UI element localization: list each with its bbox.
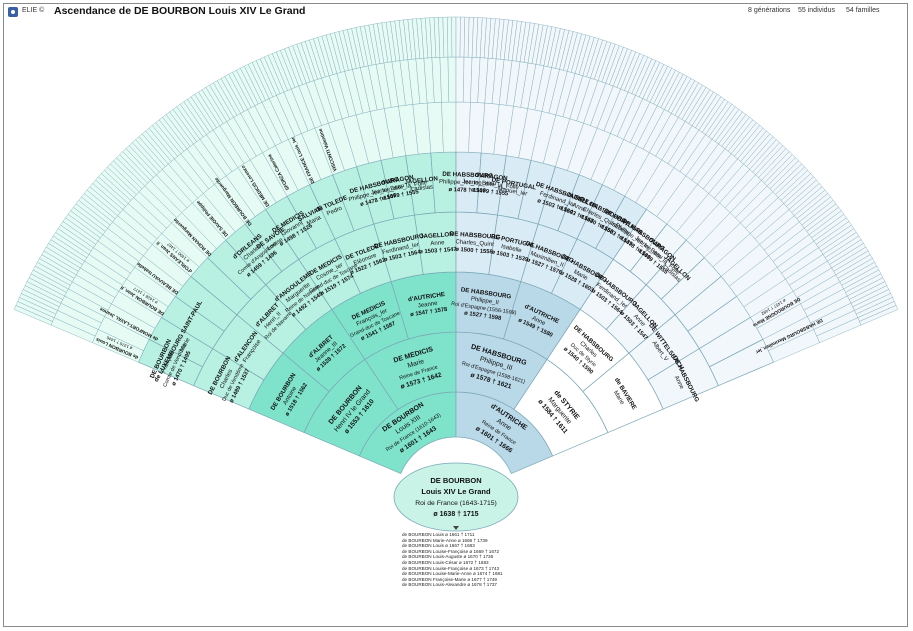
app-label: ELIE © (22, 7, 45, 14)
top-bar: ELIE © Ascendance de DE BOURBON Louis XI… (8, 5, 903, 22)
root-dates: ø 1638 † 1715 (433, 511, 478, 518)
individuals-count: 55 individus (798, 7, 835, 14)
ancestor-slot-gen7[interactable] (447, 56, 457, 103)
ancestor-slot-gen8[interactable] (859, 305, 899, 326)
ancestor-given: Philippe_Ier_le_Beau (439, 179, 496, 187)
ancestor-name: DE HABSBOURG (449, 230, 500, 241)
ancestor-slot-gen6[interactable] (455, 101, 471, 153)
generations-count: 8 générations (748, 7, 791, 14)
ancestor-given: Ladislas (411, 184, 434, 192)
ancestor-dates: ø 1500 † 1558 (455, 247, 494, 256)
ancestor-slot-gen8[interactable] (451, 16, 457, 58)
ancestor-slot-gen6[interactable] (441, 101, 457, 153)
child-entry[interactable]: de BOURBON Louis-Auguste ø 1670 † 1736 (402, 554, 494, 560)
ancestor-given: Philippe_II (470, 296, 499, 306)
families-count: 54 familles (846, 7, 880, 14)
child-entry[interactable]: de BOURBON Louise-Marie-Anne ø 1674 † 16… (402, 571, 503, 577)
ancestor-name: DE HABSBOURG (442, 171, 493, 180)
ancestor-given: Jeanne (418, 301, 439, 310)
ancestor-dates: ø 1479 † 1555 (471, 187, 510, 197)
ancestor-dates: ø 1547 † 1578 (410, 307, 449, 318)
ancestor-dates: ø 1478 † 1506 (448, 187, 486, 194)
ancestor-slot-gen7[interactable] (455, 56, 465, 103)
child-entry[interactable]: de BOURBON Louis ø 1661 † 1711 (402, 532, 475, 537)
ancestor-given: Manuel_Ier (497, 186, 528, 197)
ancestor-slot-gen8[interactable] (455, 16, 461, 58)
ancestor-name: JAGELLON (420, 231, 455, 240)
ancestor-given: Anne (571, 203, 587, 214)
root-title: Roi de France (1643-1715) (415, 500, 497, 507)
child-entry[interactable]: de BOURBON Louise-Françoise ø 1669 † 167… (402, 548, 500, 554)
root-person[interactable]: DE BOURBON Louis XIV Le Grand Roi de Fra… (393, 462, 519, 532)
child-entry[interactable]: de BOURBON Louis-César ø 1672 † 1683 (402, 559, 489, 565)
app-logo-icon[interactable] (8, 7, 18, 17)
child-entry[interactable]: de BOURBON Louis-Alexandre ø 1678 † 1737 (402, 582, 497, 588)
ancestor-given: Charles_Quint (455, 239, 494, 248)
ancestor-name: JAGELLON (404, 175, 439, 186)
page-title: Ascendance de DE BOURBON Louis XIV Le Gr… (54, 5, 306, 17)
ancestor-dates: ø 1527 † 1598 (464, 311, 503, 322)
ancestor-given: Marie (407, 358, 426, 370)
root-surname: DE BOURBON (430, 476, 481, 485)
ancestor-slot-gen7[interactable] (439, 56, 449, 103)
child-entry[interactable]: de BOURBON Louise-Françoise ø 1673 † 174… (402, 565, 500, 571)
ancestor-slot-gen8[interactable] (447, 16, 453, 58)
children-list: de BOURBON Louis ø 1661 † 1711 de BOURBON… (402, 532, 532, 588)
expand-children-arrow-icon[interactable] (453, 526, 459, 530)
ancestor-given: Anne (430, 240, 445, 247)
child-entry[interactable]: de BOURBON Françoise-Marie ø 1677 † 1749 (402, 576, 497, 582)
ancestor-given: Isabelle (500, 244, 522, 254)
root-given-name: Louis XIV Le Grand (421, 487, 491, 496)
root-person-box[interactable] (393, 462, 519, 532)
ancestor-dates: ø 1503 † 1547 (419, 247, 457, 256)
ancestor-given: Anne (531, 316, 547, 328)
ancestor-name: d'ARAGON (475, 172, 509, 183)
child-entry[interactable]: de BOURBON Marie-Anne ø 1666 † 1739 (402, 537, 488, 543)
chart-frame (3, 3, 908, 627)
child-entry[interactable]: de BOURBON Louis ø 1667 † 1683 (402, 543, 475, 549)
ancestor-rings (13, 16, 899, 475)
